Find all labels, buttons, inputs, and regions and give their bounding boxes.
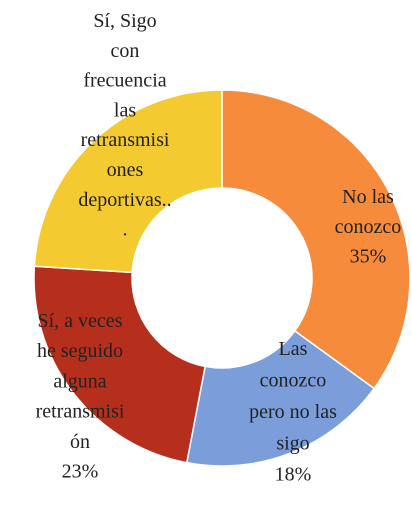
label-line: deportivas.. [78, 188, 171, 210]
label-line: he seguido [37, 340, 123, 362]
label-line: sigo [276, 432, 309, 454]
slice-label: Sí, a veces he seguido alguna retransmisi ón [36, 310, 125, 453]
label-line: . [123, 218, 128, 240]
label-line: ones [107, 159, 144, 181]
value-label: 18% [275, 464, 312, 486]
label-line: Sí, Sigo [93, 10, 156, 32]
slice-label: Sí, Sigo con frecuencia las retransmisi ones d… [78, 10, 171, 241]
label-line: Las [279, 338, 308, 360]
label-line: alguna [53, 370, 106, 392]
value-label: 35% [350, 246, 387, 268]
label-line: Sí, a veces [38, 310, 123, 332]
label-line: pero no las [249, 401, 337, 423]
label-line: conozco [260, 369, 327, 391]
slice [33, 89, 223, 274]
label-line: frecuencia [83, 69, 166, 91]
label-line: las [114, 99, 136, 121]
slice [33, 265, 207, 464]
slice-label: No las conozco [335, 186, 402, 238]
slice [185, 329, 376, 467]
slice [221, 89, 411, 390]
slice-label: Las conozco pero no las sigo [249, 338, 337, 455]
label-line: No las [342, 186, 394, 208]
label-line: retransmisi [81, 129, 170, 151]
label-line: retransmisi [36, 400, 125, 422]
value-label: 23% [62, 461, 99, 483]
label-line: conozco [335, 216, 402, 238]
label-line: ón [70, 430, 90, 452]
label-line: con [111, 39, 140, 61]
